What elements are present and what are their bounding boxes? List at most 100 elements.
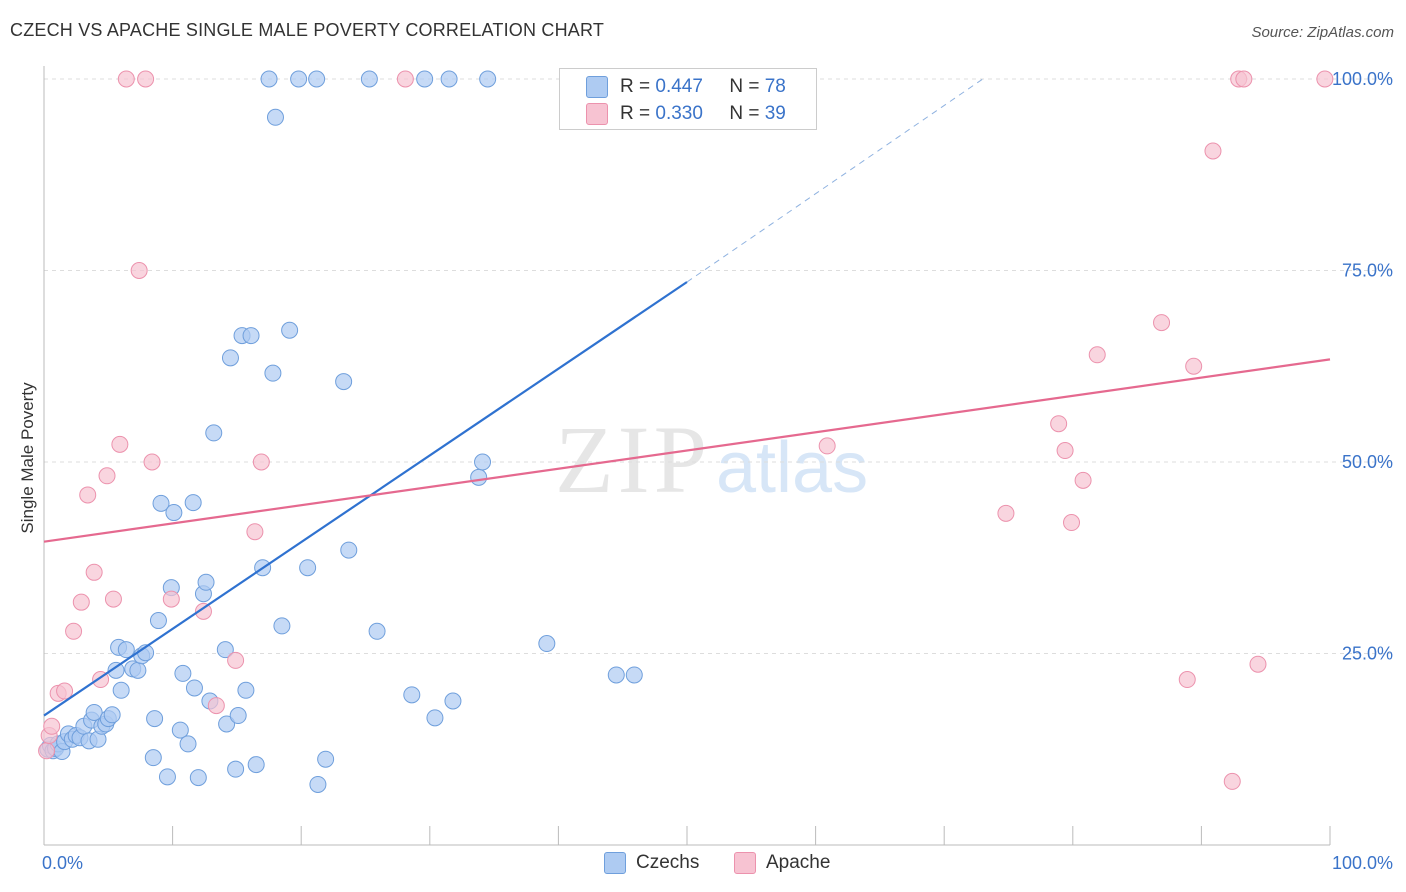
czechs-point <box>625 666 643 684</box>
czechs-point <box>171 721 189 739</box>
source-label: Source: ZipAtlas.com <box>1251 24 1394 41</box>
apache-point <box>43 717 61 735</box>
czechs-point <box>189 769 207 787</box>
czechs-n-value: 78 <box>764 76 786 97</box>
czechs-point <box>205 424 223 442</box>
czechs-legend-swatch <box>604 852 626 874</box>
legend-czechs-text: R = 0.447 N = 78 <box>620 76 786 98</box>
apache-point <box>1050 415 1068 433</box>
czechs-point <box>360 70 378 88</box>
apache-point <box>104 590 122 608</box>
apache-point <box>1185 357 1203 375</box>
czechs-point <box>158 768 176 786</box>
czechs-point <box>260 70 278 88</box>
czechs-point <box>474 453 492 471</box>
czechs-point <box>237 681 255 699</box>
apache-point <box>1204 142 1222 160</box>
czechs-point <box>149 612 167 630</box>
czechs-point <box>117 641 135 659</box>
czechs-point <box>444 692 462 710</box>
series-legend-czechs: Czechs <box>604 852 699 874</box>
apache-point <box>997 504 1015 522</box>
x-tick-label-max: 100.0% <box>1332 853 1393 873</box>
tick-labels: 25.0% 50.0% 75.0% 100.0% 0.0% 100.0% <box>42 69 1393 873</box>
apache-point <box>137 70 155 88</box>
czechs-point <box>309 775 327 793</box>
czechs-point <box>218 715 236 733</box>
czechs-point <box>247 756 265 774</box>
apache-point <box>396 70 414 88</box>
czechs-trendline <box>43 281 688 717</box>
apache-point <box>1249 655 1267 673</box>
y-tick-label: 50.0% <box>1342 452 1393 472</box>
apache-point <box>85 563 103 581</box>
apache-point <box>1074 471 1092 489</box>
series-legend-apache: Apache <box>734 852 830 874</box>
czechs-r-label: R = <box>620 76 656 97</box>
apache-point <box>1178 671 1196 689</box>
czechs-point <box>242 327 260 345</box>
apache-point <box>1056 442 1074 460</box>
y-tick-label: 25.0% <box>1342 644 1393 664</box>
apache-trendline <box>43 358 1331 543</box>
czechs-point <box>479 70 497 88</box>
apache-point <box>252 453 270 471</box>
apache-point <box>56 682 74 700</box>
apache-r-label: R = <box>620 103 656 124</box>
czechs-legend-label: Czechs <box>636 852 700 873</box>
apache-point <box>162 590 180 608</box>
apache-point <box>143 453 161 471</box>
apache-point <box>79 486 97 504</box>
y-tick-label: 75.0% <box>1342 261 1393 281</box>
czechs-point <box>185 679 203 697</box>
czechs-point <box>281 321 299 339</box>
czechs-point <box>85 703 103 721</box>
czechs-point <box>165 504 183 522</box>
czechs-n-label: N = <box>729 76 765 97</box>
apache-point <box>1088 346 1106 364</box>
czechs-point <box>179 735 197 753</box>
apache-point <box>227 651 245 669</box>
czechs-point <box>107 661 125 679</box>
axes <box>43 66 1331 846</box>
czechs-point <box>221 349 239 367</box>
apache-point <box>246 523 264 541</box>
czechs-point <box>607 666 625 684</box>
apache-point <box>207 697 225 715</box>
czechs-point <box>266 108 284 126</box>
czechs-point <box>403 686 421 704</box>
apache-r-value: 0.330 <box>655 103 703 124</box>
czechs-point <box>184 494 202 512</box>
y-tick-label: 100.0% <box>1332 69 1393 89</box>
x-tick-label-min: 0.0% <box>42 853 83 873</box>
czechs-point <box>229 707 247 725</box>
czechs-point <box>152 494 170 512</box>
apache-point <box>38 742 56 760</box>
apache-point <box>1235 70 1253 88</box>
apache-point <box>98 467 116 485</box>
czechs-point <box>538 635 556 653</box>
czechs-point <box>368 622 386 640</box>
czechs-point <box>440 70 458 88</box>
apache-legend-label: Apache <box>766 852 831 873</box>
czechs-point <box>426 709 444 727</box>
czechs-point <box>317 750 335 768</box>
apache-point <box>1223 772 1241 790</box>
czechs-point <box>216 641 234 659</box>
czechs-point <box>144 749 162 767</box>
apache-point <box>117 70 135 88</box>
apache-points <box>38 70 1334 790</box>
legend-apache-text: R = 0.330 N = 39 <box>620 103 786 125</box>
czechs-point <box>112 681 130 699</box>
apache-point <box>194 602 212 620</box>
czechs-swatch <box>586 76 608 98</box>
apache-point <box>1153 314 1171 332</box>
czechs-point <box>197 573 215 591</box>
watermark-atlas: atlas <box>716 428 868 508</box>
czechs-point <box>470 468 488 486</box>
czechs-point <box>308 70 326 88</box>
apache-point <box>130 262 148 279</box>
czechs-point <box>340 541 358 559</box>
apache-point <box>65 622 83 640</box>
